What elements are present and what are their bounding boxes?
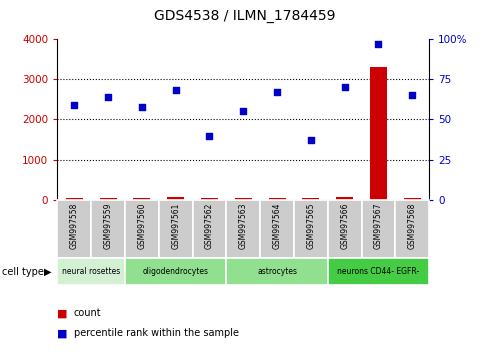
Bar	[91, 200, 125, 258]
Bar	[66, 198, 83, 200]
Point	[172, 88, 180, 93]
Text: GSM997567: GSM997567	[374, 203, 383, 250]
Bar	[395, 200, 429, 258]
Bar	[362, 200, 395, 258]
Bar	[370, 67, 387, 200]
Text: GDS4538 / ILMN_1784459: GDS4538 / ILMN_1784459	[154, 9, 335, 23]
Bar	[336, 198, 353, 200]
Bar	[57, 258, 125, 285]
Text: GSM997563: GSM997563	[239, 203, 248, 250]
Bar	[294, 200, 328, 258]
Point	[408, 92, 416, 98]
Text: GSM997566: GSM997566	[340, 203, 349, 250]
Point	[70, 102, 78, 108]
Bar	[268, 198, 285, 200]
Text: GSM997562: GSM997562	[205, 203, 214, 249]
Bar	[57, 200, 91, 258]
Text: neurons CD44- EGFR-: neurons CD44- EGFR-	[337, 267, 420, 276]
Text: oligodendrocytes: oligodendrocytes	[143, 267, 209, 276]
Point	[341, 85, 349, 90]
Text: GSM997559: GSM997559	[104, 203, 113, 250]
Bar	[159, 200, 193, 258]
Text: percentile rank within the sample: percentile rank within the sample	[74, 329, 239, 338]
Text: GSM997558: GSM997558	[70, 203, 79, 249]
Text: count: count	[74, 308, 101, 318]
Text: ▶: ▶	[44, 267, 51, 277]
Bar	[100, 198, 117, 200]
Bar	[235, 198, 251, 200]
Bar	[201, 198, 218, 200]
Bar	[125, 258, 227, 285]
Bar	[302, 198, 319, 200]
Text: neural rosettes: neural rosettes	[62, 267, 120, 276]
Bar	[328, 200, 362, 258]
Text: GSM997560: GSM997560	[137, 203, 146, 250]
Point	[273, 89, 281, 95]
Text: GSM997565: GSM997565	[306, 203, 315, 250]
Bar	[328, 258, 429, 285]
Bar	[167, 198, 184, 200]
Text: GSM997561: GSM997561	[171, 203, 180, 249]
Point	[374, 41, 382, 47]
Bar	[193, 200, 227, 258]
Point	[138, 104, 146, 109]
Text: astrocytes: astrocytes	[257, 267, 297, 276]
Bar	[227, 258, 328, 285]
Point	[104, 94, 112, 100]
Text: GSM997568: GSM997568	[408, 203, 417, 249]
Bar	[133, 198, 150, 200]
Text: ■: ■	[57, 329, 68, 338]
Point	[239, 109, 247, 114]
Text: cell type: cell type	[2, 267, 44, 277]
Bar	[260, 200, 294, 258]
Point	[206, 133, 214, 138]
Point	[307, 138, 315, 143]
Text: GSM997564: GSM997564	[272, 203, 281, 250]
Bar	[125, 200, 159, 258]
Text: ■: ■	[57, 308, 68, 318]
Bar	[404, 198, 421, 200]
Bar	[227, 200, 260, 258]
